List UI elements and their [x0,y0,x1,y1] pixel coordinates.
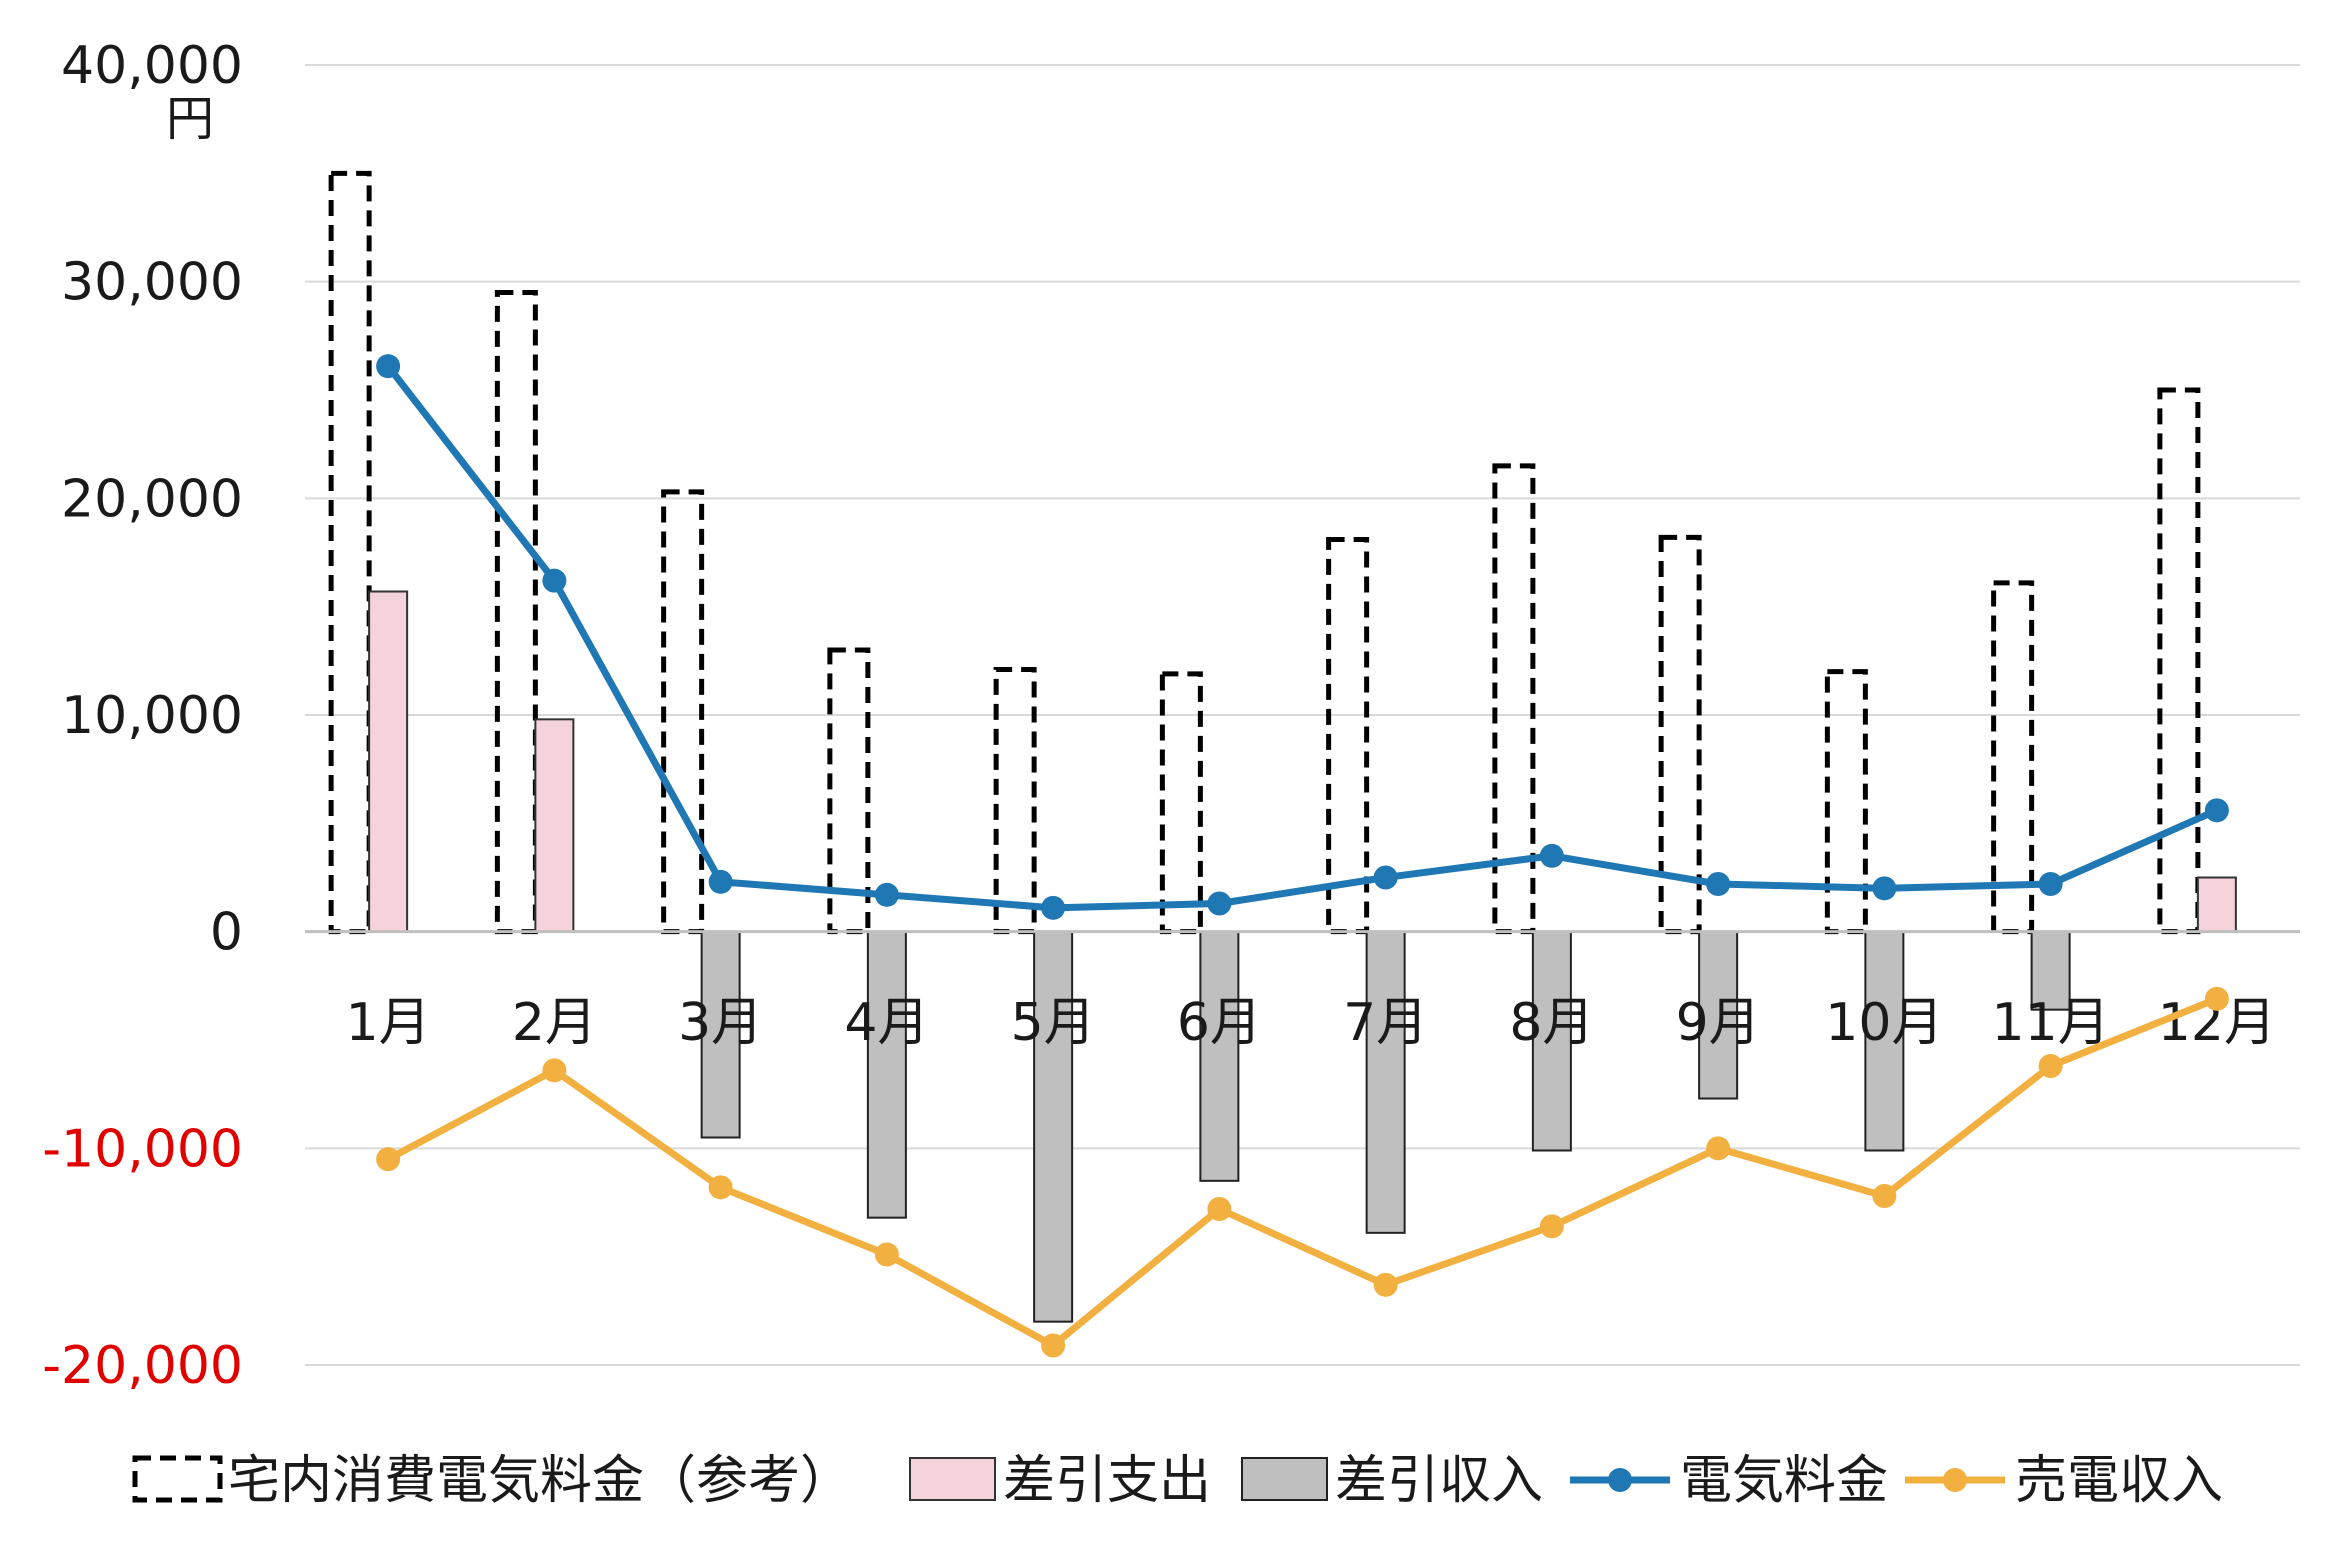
point-power-sales-7 [1373,1272,1398,1297]
point-power-sales-3 [708,1175,733,1200]
x-tick-label: 6月 [1177,993,1262,1053]
bar-income-11 [2030,930,2071,1011]
legend-label-reference: 宅内消費電気料金（参考） [228,1451,852,1511]
bar-expense-12 [2196,876,2237,933]
y-tick-label: 30,000 [61,253,243,313]
point-electricity-cost-11 [2038,872,2063,896]
point-electricity-cost-3 [708,869,733,894]
x-axis: 1月 2月 3月 4月 5月 6月 7月 8月 9月 10月 11月 12月 [346,993,2276,1053]
point-electricity-cost-7 [1373,865,1398,890]
legend-marker-electricity-cost [1608,1468,1632,1492]
point-electricity-cost-1 [376,354,401,379]
legend-label-power-sales: 売電収入 [2015,1451,2223,1511]
bar-income-7 [1365,930,1406,1234]
bar-income-8 [1531,930,1572,1152]
legend-swatch-reference [132,1455,223,1503]
legend: 宅内消費電気料金（参考） 差引支出 差引収入 電気料金 売電収入 [132,1451,2223,1511]
point-power-sales-10 [1872,1184,1897,1208]
x-tick-label: 11月 [1992,993,2110,1053]
point-electricity-cost-8 [1539,843,1564,868]
point-power-sales-1 [376,1147,401,1172]
bar-income-6 [1199,930,1240,1182]
bar-reference-12 [2157,387,2201,935]
bar-reference-11 [1991,580,2035,935]
x-tick-label: 7月 [1343,993,1428,1053]
point-power-sales-5 [1041,1333,1066,1358]
x-tick-label: 10月 [1825,993,1943,1053]
point-power-sales-8 [1539,1214,1564,1239]
point-electricity-cost-9 [1706,872,1731,896]
bar-income-5 [1033,930,1074,1323]
x-tick-label: 8月 [1509,993,1594,1053]
point-electricity-cost-4 [874,882,899,907]
point-power-sales-6 [1207,1197,1232,1221]
y-tick-label: -20,000 [42,1336,243,1396]
y-tick-label: -10,000 [42,1119,243,1179]
legend-label-income: 差引収入 [1335,1451,1543,1511]
legend-marker-power-sales [1943,1468,1967,1492]
x-tick-label: 1月 [346,993,431,1053]
point-electricity-cost-5 [1041,895,1066,920]
legend-label-electricity-cost: 電気料金 [1680,1451,1888,1511]
x-tick-label: 9月 [1676,993,1761,1053]
bars [328,170,2237,1323]
y-axis: 円 40,000 30,000 20,000 10,000 0 -10,000 -20,00… [42,36,243,1396]
bar-reference-7 [1326,537,1370,935]
point-power-sales-2 [542,1058,567,1083]
bar-reference-2 [494,290,538,935]
legend-label-expense: 差引支出 [1003,1451,1211,1511]
bar-income-9 [1698,930,1739,1100]
bar-reference-6 [1159,671,1203,935]
bar-reference-1 [328,170,372,935]
series-line-electricity-cost [385,364,2219,912]
lines [376,354,2229,1358]
bar-reference-5 [993,667,1037,935]
y-axis-unit-label: 円 [166,91,214,147]
point-electricity-cost-6 [1207,891,1232,916]
series-line-power-sales [386,995,2219,1349]
point-electricity-cost-10 [1872,876,1897,901]
point-electricity-cost-12 [2204,798,2229,823]
x-tick-label: 5月 [1011,993,1096,1053]
point-power-sales-12 [2204,986,2229,1011]
bar-reference-3 [661,489,705,935]
legend-swatch-expense [909,1457,996,1501]
gridlines [305,64,2300,1366]
point-power-sales-11 [2038,1054,2063,1078]
y-tick-label: 40,000 [61,36,243,96]
legend-swatch-income [1241,1457,1328,1501]
x-tick-label: 4月 [844,993,929,1053]
bar-expense-1 [368,590,409,933]
point-power-sales-9 [1706,1136,1731,1161]
y-tick-label: 20,000 [61,469,243,529]
bar-reference-10 [1824,669,1868,935]
point-electricity-cost-2 [542,568,567,593]
y-tick-label: 0 [210,903,243,963]
bar-income-4 [866,930,907,1219]
point-power-sales-4 [874,1242,899,1267]
bar-expense-2 [534,718,575,933]
x-tick-label: 3月 [678,993,763,1053]
x-tick-label: 2月 [512,993,597,1053]
y-tick-label: 10,000 [61,686,243,746]
